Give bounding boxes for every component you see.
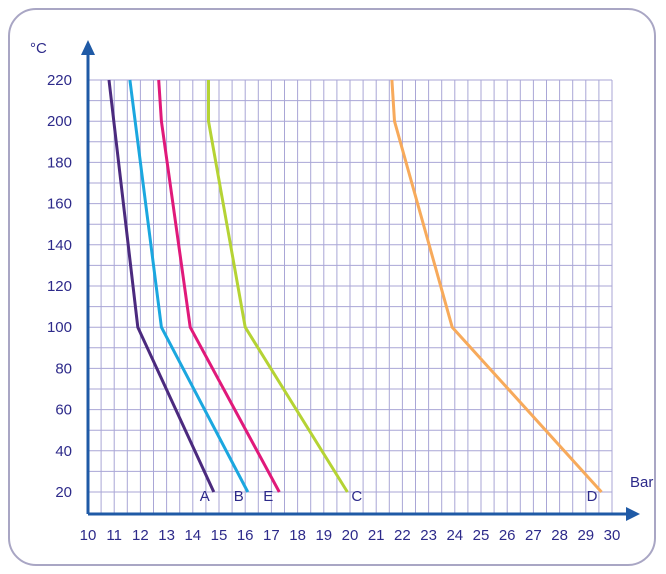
x-tick-label: 18 (289, 527, 306, 544)
grid (88, 79, 613, 514)
y-tick-label: 160 (47, 196, 72, 213)
series-line-c (207, 80, 349, 493)
x-tick-label: 26 (499, 527, 516, 544)
series-label-e: E (263, 488, 273, 505)
axes (81, 40, 640, 521)
x-tick-label: 25 (473, 527, 490, 544)
y-tick-label: 180 (47, 154, 72, 171)
series-line-b (128, 79, 250, 493)
x-tick-label: 15 (211, 527, 228, 544)
x-tick-label: 28 (551, 527, 568, 544)
y-tick-label: 220 (47, 72, 72, 89)
series-line-d (390, 79, 603, 494)
series-line-a (107, 79, 216, 493)
y-tick-label: 60 (55, 402, 72, 419)
y-tick-label: 40 (55, 443, 72, 460)
x-tick-label: 23 (420, 527, 437, 544)
x-tick-label: 10 (80, 527, 97, 544)
series-label-c: C (351, 488, 362, 505)
x-tick-label: 16 (237, 527, 254, 544)
y-axis-title: °C (30, 40, 47, 57)
x-tick-label: 12 (132, 527, 149, 544)
y-tick-label: 200 (47, 113, 72, 130)
x-tick-label: 24 (446, 527, 463, 544)
x-tick-label: 11 (106, 527, 122, 544)
series-label-a: A (200, 488, 210, 505)
tick-labels: 10 11 12 13 14 15 16 17 18 19 20 21 22 23 24 25 26 27 28 29… (47, 72, 620, 544)
series-label-b: B (234, 488, 244, 505)
series-lines (107, 79, 603, 494)
x-tick-label: 29 (577, 527, 594, 544)
y-tick-label: 140 (47, 237, 72, 254)
x-axis-arrow-icon (626, 507, 640, 521)
x-tick-label: 14 (184, 527, 201, 544)
series-line-e (157, 79, 281, 493)
x-tick-label: 21 (368, 527, 385, 544)
y-tick-label: 100 (47, 319, 72, 336)
y-tick-label: 80 (55, 360, 72, 377)
x-tick-label: 17 (263, 527, 280, 544)
x-tick-label: 20 (342, 527, 359, 544)
x-axis-title: Bar (630, 474, 653, 491)
x-tick-label: 27 (525, 527, 542, 544)
y-tick-label: 120 (47, 278, 72, 295)
x-tick-label: 30 (604, 527, 621, 544)
series-label-d: D (587, 488, 598, 505)
x-tick-label: 22 (394, 527, 411, 544)
x-tick-label: 13 (158, 527, 175, 544)
y-tick-label: 20 (55, 484, 72, 501)
x-tick-label: 19 (315, 527, 332, 544)
y-axis-arrow-icon (81, 40, 95, 55)
